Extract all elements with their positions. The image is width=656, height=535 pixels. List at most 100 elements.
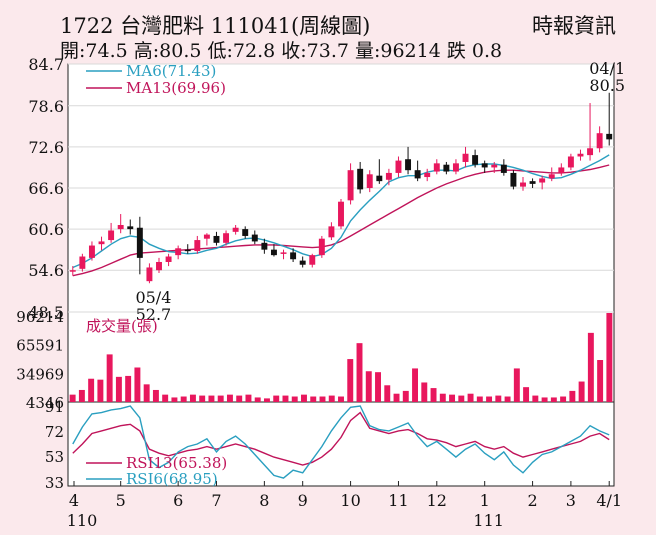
candle-body: [539, 178, 546, 183]
x-tick-label: 3: [566, 491, 576, 510]
candle-body: [270, 249, 277, 256]
candle-body: [443, 164, 450, 172]
x-tick-label: 7: [211, 491, 221, 510]
volume-tick-label: 65591: [16, 337, 64, 355]
volume-bar: [199, 395, 206, 402]
stock-title: 1722 台灣肥料 111041(周線圖): [60, 14, 371, 38]
legend-label: MA13(69.96): [126, 79, 226, 97]
candle-body: [328, 226, 335, 238]
volume-bar: [189, 394, 196, 402]
price-tick-label: 54.6: [28, 261, 64, 280]
candle-body: [165, 256, 172, 262]
source-label: 時報資訊: [532, 14, 616, 38]
candle-body: [108, 230, 115, 241]
candle-body: [203, 234, 210, 239]
candle-body: [606, 133, 613, 140]
volume-bar: [569, 390, 576, 402]
volume-bar: [162, 394, 169, 402]
rsi-legend-label: RSI13(65.38): [126, 454, 227, 472]
volume-bar: [273, 395, 280, 402]
x-tick-label: 8: [259, 491, 269, 510]
candle-body: [395, 160, 402, 173]
rsi-tick-label: 72: [45, 423, 64, 441]
x-tick-label: 11: [388, 491, 408, 510]
candle-body: [69, 270, 76, 272]
candle-body: [481, 163, 488, 168]
x-tick-label: 2: [527, 491, 537, 510]
candle-body: [213, 235, 220, 243]
volume-bar: [319, 396, 326, 402]
candle-body: [424, 172, 431, 178]
volume-bar: [134, 367, 141, 402]
volume-bar: [152, 389, 159, 402]
volume-bar: [412, 368, 419, 402]
price-tick-label: 78.6: [28, 97, 64, 116]
price-tick-label: 48.5: [28, 303, 64, 322]
candle-body: [385, 172, 392, 180]
candle-body: [242, 229, 249, 236]
annotation-low-value: 52.7: [136, 305, 172, 324]
rsi-tick-label: 53: [45, 448, 64, 466]
x-tick-label: 1: [480, 491, 490, 510]
volume-bar: [97, 379, 104, 402]
volume-bar: [208, 395, 215, 402]
candle-body: [136, 227, 143, 258]
x-tick-label: 4: [69, 491, 79, 510]
volume-bar: [356, 343, 363, 402]
price-tick-label: 60.6: [28, 220, 64, 239]
volume-bar: [328, 395, 335, 402]
volume-tick-label: 34969: [16, 365, 64, 383]
volume-bar: [106, 354, 113, 402]
chart-header: 1722 台灣肥料 111041(周線圖) 時報資訊 開:74.5 高:80.5…: [0, 0, 656, 64]
x-tick-label: 5: [116, 491, 126, 510]
x-tick-label: 4/1: [596, 491, 622, 510]
volume-bar: [69, 394, 76, 402]
candle-body: [376, 175, 383, 182]
candle-body: [280, 252, 287, 254]
candle-body: [452, 163, 459, 172]
candle-body: [558, 167, 565, 173]
volume-bar: [402, 390, 409, 402]
candle-body: [309, 255, 316, 265]
volume-bar: [375, 372, 381, 402]
volume-bar: [476, 396, 483, 402]
rsi-legend-label: RSI6(68.95): [126, 470, 218, 488]
candle-body: [357, 168, 364, 190]
rsi-tick-label: 33: [45, 474, 64, 492]
volume-bar: [245, 394, 252, 402]
candle-body: [405, 159, 412, 171]
candle-body: [223, 233, 230, 243]
candle-body: [127, 226, 134, 230]
legend-label: MA6(71.43): [126, 62, 216, 80]
candle-body: [88, 245, 95, 258]
candle-body: [290, 252, 297, 260]
candle-body: [491, 164, 498, 168]
volume-bar: [171, 397, 178, 402]
candle-body: [232, 227, 239, 232]
candle-body: [117, 224, 124, 230]
candle-body: [548, 174, 555, 179]
volume-bar: [384, 385, 391, 402]
candle-body: [194, 240, 201, 252]
x-year-label: 110: [67, 511, 98, 530]
candle-body: [175, 248, 182, 256]
candle-body: [318, 238, 325, 256]
candle-body: [146, 267, 153, 282]
volume-panel: [67, 311, 615, 403]
x-tick-label: 6: [173, 491, 183, 510]
volume-bar: [263, 398, 270, 402]
ma13-line: [72, 164, 610, 277]
volume-bar: [301, 394, 307, 402]
volume-bar: [541, 397, 548, 402]
ma6-line: [72, 154, 610, 269]
volume-bar: [143, 384, 150, 402]
candle-body: [462, 153, 469, 162]
candle-body: [587, 148, 594, 156]
volume-bar: [125, 375, 132, 402]
volume-bar: [365, 371, 372, 402]
volume-bar: [587, 332, 594, 402]
volume-bar: [421, 382, 428, 402]
volume-bar: [217, 395, 224, 402]
candle-body: [156, 261, 162, 271]
